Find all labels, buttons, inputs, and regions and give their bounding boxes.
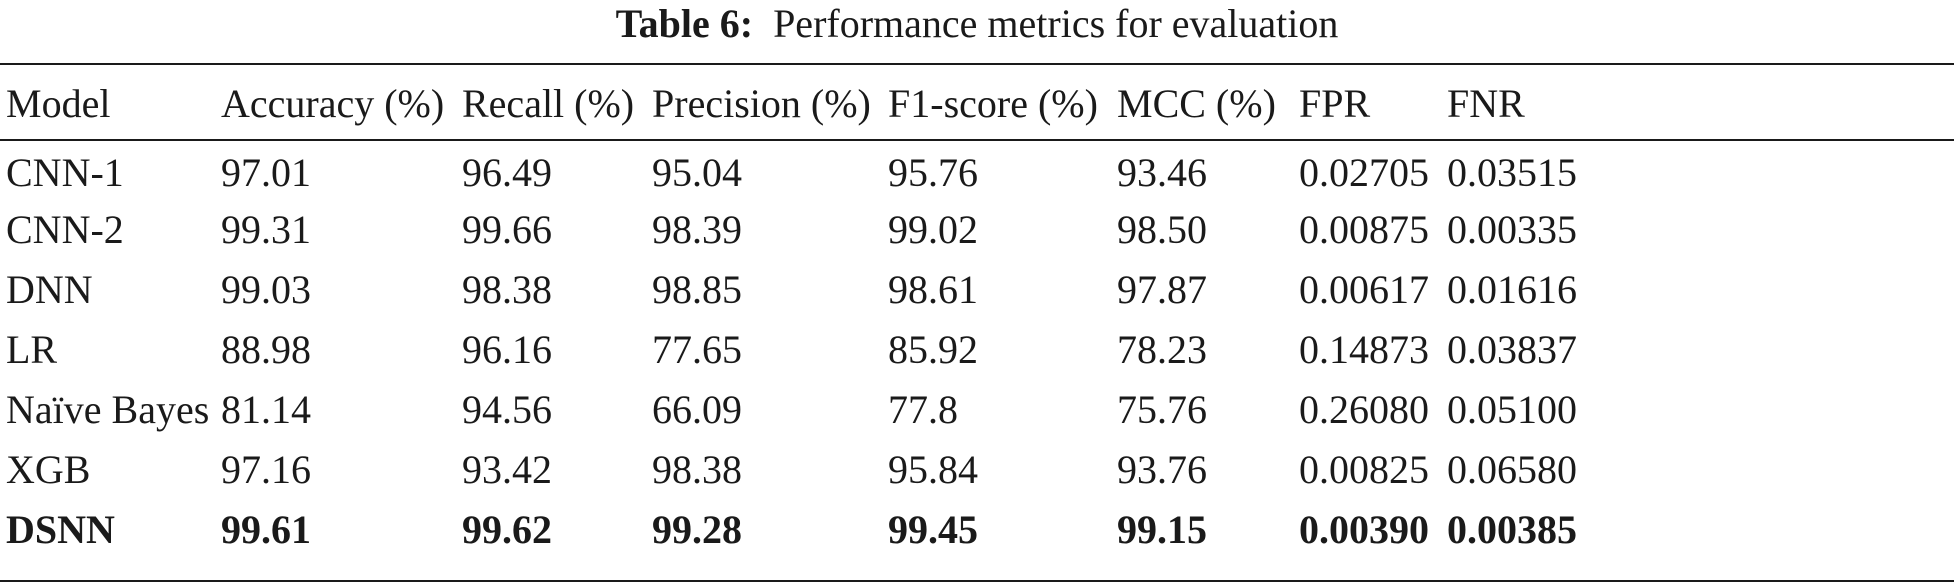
cell-fpr: 0.00825 [1299, 446, 1429, 492]
cell-fnr: 0.00385 [1447, 506, 1577, 552]
cell-precision: 98.38 [652, 446, 742, 492]
cell-fpr: 0.26080 [1299, 386, 1429, 432]
cell-precision: 95.04 [652, 149, 742, 195]
cell-f1-score: 85.92 [888, 326, 978, 372]
cell-accuracy: 99.61 [221, 506, 311, 552]
cell-model: CNN-1 [6, 149, 124, 195]
cell-fnr: 0.03515 [1447, 149, 1577, 195]
cell-accuracy: 97.01 [221, 149, 311, 195]
header-fnr: FNR [1447, 80, 1525, 126]
cell-precision: 66.09 [652, 386, 742, 432]
cell-precision: 99.28 [652, 506, 742, 552]
cell-recall: 99.62 [462, 506, 552, 552]
cell-fpr: 0.00617 [1299, 266, 1429, 312]
cell-model: CNN-2 [6, 206, 124, 252]
cell-fpr: 0.00875 [1299, 206, 1429, 252]
cell-model: DSNN [6, 506, 115, 552]
table-row: CNN-2 99.31 99.66 98.39 99.02 98.50 0.00… [0, 199, 1954, 259]
header-accuracy: Accuracy (%) [221, 80, 445, 126]
cell-f1-score: 98.61 [888, 266, 978, 312]
cell-recall: 96.16 [462, 326, 552, 372]
header-precision: Precision (%) [652, 80, 871, 126]
cell-fnr: 0.05100 [1447, 386, 1577, 432]
cell-f1-score: 99.45 [888, 506, 978, 552]
cell-f1-score: 95.76 [888, 149, 978, 195]
cell-accuracy: 81.14 [221, 386, 311, 432]
table-row: LR 88.98 96.16 77.65 85.92 78.23 0.14873… [0, 319, 1954, 379]
cell-accuracy: 88.98 [221, 326, 311, 372]
table-row: Naïve Bayes 81.14 94.56 66.09 77.8 75.76… [0, 379, 1954, 439]
top-rule [0, 63, 1954, 65]
cell-fnr: 0.00335 [1447, 206, 1577, 252]
cell-recall: 99.66 [462, 206, 552, 252]
cell-mcc: 93.76 [1117, 446, 1207, 492]
cell-fnr: 0.01616 [1447, 266, 1577, 312]
cell-mcc: 98.50 [1117, 206, 1207, 252]
header-rule [0, 139, 1954, 141]
cell-recall: 94.56 [462, 386, 552, 432]
cell-recall: 96.49 [462, 149, 552, 195]
cell-accuracy: 97.16 [221, 446, 311, 492]
cell-precision: 77.65 [652, 326, 742, 372]
caption-label: Table 6: [615, 1, 754, 46]
header-fpr: FPR [1299, 80, 1371, 126]
table-caption: Table 6: Performance metrics for evaluat… [0, 0, 1954, 54]
cell-model: Naïve Bayes [6, 386, 210, 432]
cell-mcc: 93.46 [1117, 149, 1207, 195]
header-row: Model Accuracy (%) Recall (%) Precision … [0, 65, 1954, 139]
cell-mcc: 99.15 [1117, 506, 1207, 552]
table-row: CNN-1 97.01 96.49 95.04 95.76 93.46 0.02… [0, 139, 1954, 199]
cell-accuracy: 99.31 [221, 206, 311, 252]
header-recall: Recall (%) [462, 80, 635, 126]
table-row: DNN 99.03 98.38 98.85 98.61 97.87 0.0061… [0, 259, 1954, 319]
cell-fnr: 0.03837 [1447, 326, 1577, 372]
bottom-rule [0, 580, 1954, 582]
cell-precision: 98.39 [652, 206, 742, 252]
table-row: XGB 97.16 93.42 98.38 95.84 93.76 0.0082… [0, 439, 1954, 499]
cell-fpr: 0.00390 [1299, 506, 1429, 552]
cell-fnr: 0.06580 [1447, 446, 1577, 492]
cell-fpr: 0.02705 [1299, 149, 1429, 195]
cell-mcc: 75.76 [1117, 386, 1207, 432]
cell-mcc: 78.23 [1117, 326, 1207, 372]
cell-f1-score: 77.8 [888, 386, 958, 432]
header-f1-score: F1-score (%) [888, 80, 1098, 126]
cell-accuracy: 99.03 [221, 266, 311, 312]
caption-text: Performance metrics for evaluation [773, 1, 1339, 46]
metrics-table: Model Accuracy (%) Recall (%) Precision … [0, 65, 1954, 559]
cell-model: XGB [6, 446, 91, 492]
cell-model: LR [6, 326, 58, 372]
cell-fpr: 0.14873 [1299, 326, 1429, 372]
cell-precision: 98.85 [652, 266, 742, 312]
cell-mcc: 97.87 [1117, 266, 1207, 312]
header-mcc: MCC (%) [1117, 80, 1276, 126]
table-row-highlighted: DSNN 99.61 99.62 99.28 99.45 99.15 0.003… [0, 499, 1954, 559]
cell-recall: 93.42 [462, 446, 552, 492]
cell-f1-score: 99.02 [888, 206, 978, 252]
header-model: Model [6, 80, 111, 126]
cell-model: DNN [6, 266, 93, 312]
cell-f1-score: 95.84 [888, 446, 978, 492]
cell-recall: 98.38 [462, 266, 552, 312]
